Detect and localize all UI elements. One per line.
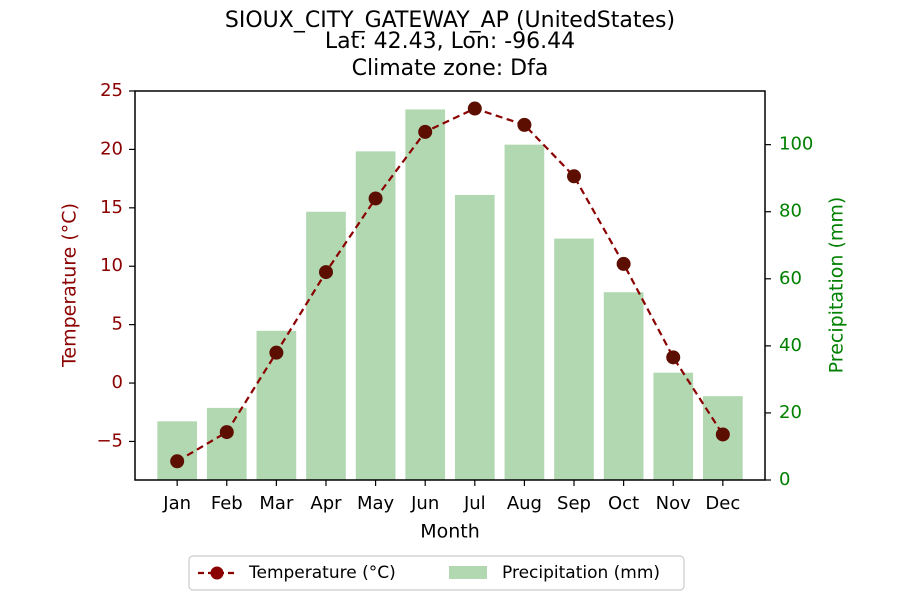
left-y-tick-label: 15 [100, 197, 123, 218]
title-line-2: Lat: 42.43, Lon: -96.44 [325, 29, 575, 54]
precipitation-bar-nov [653, 372, 694, 480]
temperature-point-jul [467, 101, 482, 116]
precipitation-bar-aug [504, 144, 545, 481]
legend-precipitation-label: Precipitation (mm) [502, 563, 660, 583]
left-y-tick-label: −5 [96, 430, 123, 451]
right-y-tick-label: 80 [779, 201, 802, 222]
x-tick-label: Nov [656, 493, 691, 514]
x-axis-ticks: Jan Feb Mar Apr May Jun Jul Aug Sep Oct Nov Dec [162, 480, 740, 514]
plot-frame [134, 90, 766, 481]
left-y-axis-label: Temperature (°C) [59, 203, 81, 368]
temperature-series-line [176, 107, 724, 463]
right-y-axis-ticks: 0 20 40 60 80 100 [765, 134, 813, 490]
x-tick-label: Jul [463, 493, 486, 514]
left-y-tick-label: 5 [112, 314, 123, 335]
temperature-point-mar [269, 345, 284, 360]
precipitation-bar-may [355, 151, 396, 481]
temperature-line [170, 101, 730, 469]
precipitation-bar-oct [603, 292, 644, 480]
right-y-tick-label: 100 [779, 134, 813, 155]
right-y-tick-label: 0 [779, 469, 790, 490]
x-tick-label: Aug [507, 493, 542, 514]
x-tick-label: Oct [608, 493, 639, 514]
left-y-tick-label: 25 [100, 80, 123, 101]
left-y-axis-ticks: −5 0 5 10 15 20 25 [96, 80, 135, 451]
x-tick-label: May [357, 493, 395, 514]
precipitation-bar-jun [405, 109, 446, 480]
right-y-tick-label: 20 [779, 402, 802, 423]
legend-box [188, 555, 685, 591]
legend: Temperature (°C) Precipitation (mm) [188, 555, 685, 591]
temperature-point-apr [318, 265, 333, 280]
precipitation-bar-apr [306, 211, 346, 481]
title-line-1: SIOUX_CITY_GATEWAY_AP (UnitedStates) [225, 8, 675, 33]
legend-temperature-marker [210, 566, 224, 580]
temperature-point-dec [715, 427, 730, 442]
x-tick-label: Dec [705, 493, 740, 514]
right-y-axis-label: Precipitation (mm) [826, 197, 848, 374]
precipitation-bar-jul [454, 194, 495, 480]
x-tick-label: Sep [557, 493, 591, 514]
chart-title: SIOUX_CITY_GATEWAY_AP (UnitedStates) Lat… [225, 8, 675, 81]
legend-temperature-label: Temperature (°C) [248, 563, 396, 583]
x-tick-label: Feb [211, 493, 243, 514]
title-line-3: Climate zone: Dfa [352, 56, 549, 81]
temperature-point-oct [616, 256, 631, 271]
temperature-point-aug [517, 117, 532, 132]
left-y-tick-label: 20 [100, 138, 123, 159]
right-y-tick-label: 60 [779, 268, 802, 289]
x-tick-label: Jan [162, 493, 191, 514]
legend-precipitation-swatch [449, 566, 487, 579]
x-tick-label: Apr [310, 493, 342, 514]
precipitation-bar-sep [554, 238, 594, 480]
temperature-point-feb [219, 425, 234, 440]
left-y-tick-label: 0 [112, 372, 123, 393]
temperature-point-jan [170, 454, 185, 469]
precipitation-bars [157, 109, 743, 481]
x-tick-label: Jun [410, 493, 439, 514]
right-y-tick-label: 40 [779, 335, 802, 356]
temperature-point-jun [418, 124, 433, 139]
left-y-tick-label: 10 [100, 255, 123, 276]
temperature-point-may [368, 191, 383, 206]
precipitation-bar-feb [206, 407, 247, 480]
x-axis-label: Month [420, 521, 480, 543]
temperature-point-sep [567, 169, 582, 184]
x-tick-label: Mar [259, 493, 294, 514]
precipitation-bar-jan [157, 421, 198, 480]
temperature-point-nov [666, 350, 681, 365]
